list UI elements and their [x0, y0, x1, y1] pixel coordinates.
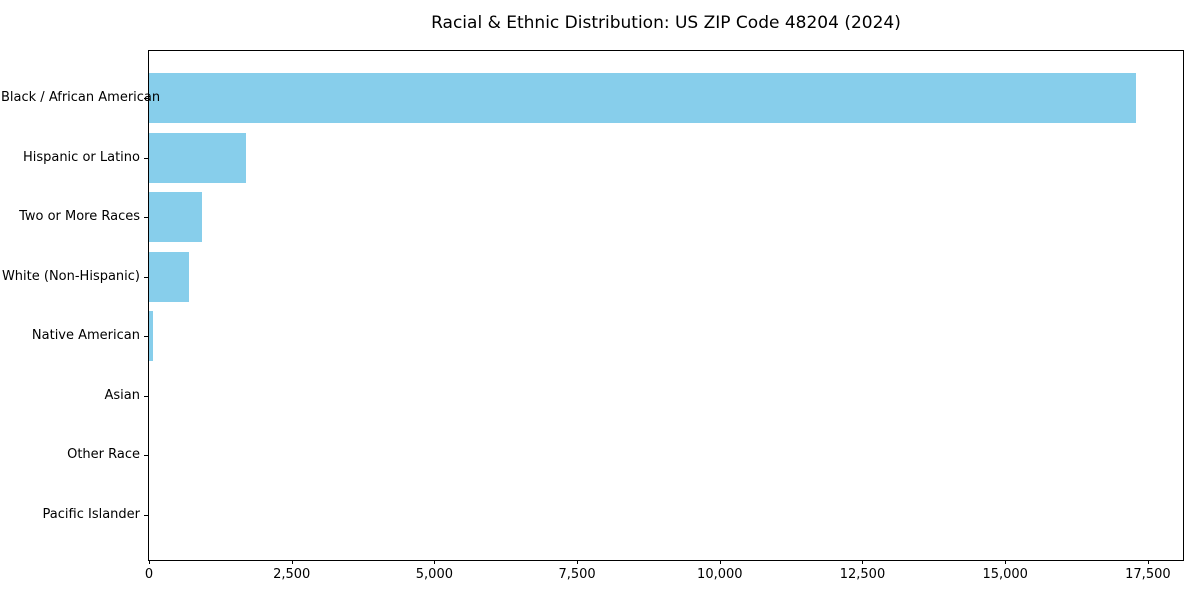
x-axis-tick-label: 12,500 [839, 567, 886, 582]
x-axis-tick-label: 0 [144, 567, 154, 582]
y-axis-label: Two or More Races [19, 209, 140, 225]
x-axis-tick [1005, 560, 1007, 564]
y-axis-tick [144, 157, 149, 159]
x-axis-tick-label: 15,000 [982, 567, 1028, 582]
y-axis-tick [144, 455, 149, 457]
y-axis-label: Hispanic or Latino [22, 149, 140, 165]
x-axis-tick [577, 560, 579, 564]
y-axis-tick [144, 98, 149, 100]
x-axis-tick [862, 560, 864, 564]
y-axis-label: White (Non-Hispanic) [1, 268, 140, 284]
y-axis-tick [144, 514, 149, 516]
x-axis-tick [291, 560, 293, 564]
x-axis-tick [149, 560, 150, 564]
y-axis-label: Black / African American [1, 90, 161, 106]
x-axis-tick [719, 560, 721, 564]
chart-title: Racial & Ethnic Distribution: US ZIP Cod… [431, 13, 901, 33]
x-axis-tick-label: 17,500 [1125, 567, 1171, 582]
x-axis-tick-label: 10,000 [697, 567, 743, 582]
bar [149, 251, 189, 302]
x-axis-tick-label: 2,500 [273, 567, 311, 582]
bar [149, 73, 1136, 124]
bar [149, 192, 203, 243]
y-axis-label: Other Race [67, 447, 140, 463]
bar [149, 132, 247, 183]
y-axis-tick [144, 217, 149, 219]
y-axis-tick [144, 336, 149, 338]
y-axis-label: Pacific Islander [42, 506, 140, 522]
y-axis-label: Native American [31, 328, 140, 344]
x-axis-tick-label: 5,000 [415, 567, 453, 582]
x-axis-tick-label: 7,500 [558, 567, 596, 582]
y-axis-tick [144, 276, 149, 278]
x-axis-tick [1147, 560, 1149, 564]
y-axis-label: Asian [104, 387, 140, 403]
y-axis-tick [144, 395, 149, 397]
bar [149, 311, 153, 362]
plot-area: Black / African American Hispanic or Lati… [1, 50, 1184, 582]
x-axis-tick [434, 560, 436, 564]
